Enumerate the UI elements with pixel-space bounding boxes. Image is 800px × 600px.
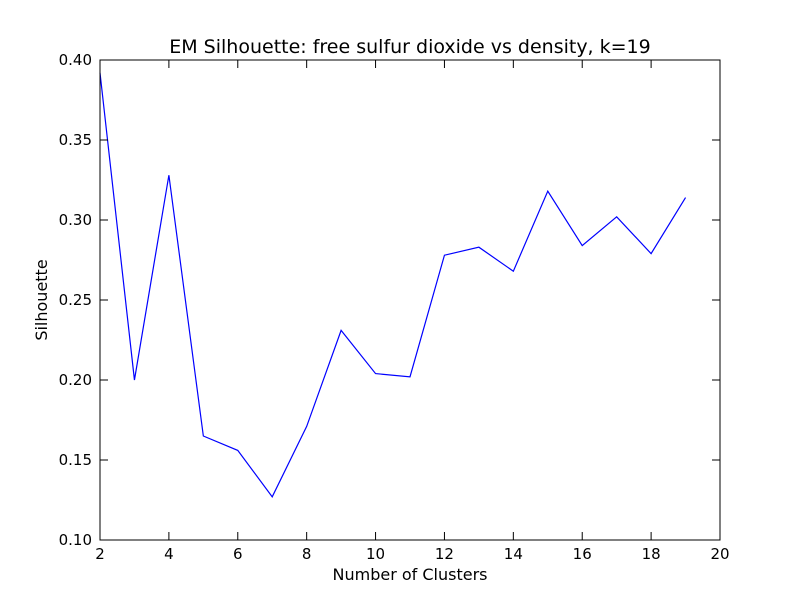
y-tick-label: 0.20 <box>59 371 92 389</box>
y-tick-label: 0.35 <box>59 131 92 149</box>
x-axis-label: Number of Clusters <box>333 565 488 584</box>
x-tick-label: 2 <box>95 545 105 563</box>
y-axis-label: Silhouette <box>32 259 51 340</box>
x-tick-label: 4 <box>164 545 174 563</box>
x-tick-label: 16 <box>573 545 592 563</box>
axes-frame <box>99 59 721 541</box>
x-tick-label: 18 <box>642 545 661 563</box>
x-tick-label: 20 <box>710 545 729 563</box>
y-tick-label: 0.30 <box>59 211 92 229</box>
y-tick-label: 0.15 <box>59 451 92 469</box>
plot-area: 2 4 6 8 10 12 14 16 18 20 0.10 0.15 0.20 0.25 0.30 0.35… <box>59 51 730 563</box>
x-tick-label: 14 <box>504 545 523 563</box>
x-tick-label: 12 <box>435 545 454 563</box>
chart-title: EM Silhouette: free sulfur dioxide vs de… <box>169 36 651 58</box>
x-tick-label: 8 <box>302 545 312 563</box>
y-tick-label: 0.25 <box>59 291 92 309</box>
y-tick-label: 0.10 <box>59 531 92 549</box>
x-tick-label: 10 <box>366 545 385 563</box>
series-line-0 <box>99 72 687 498</box>
x-tick-label: 6 <box>233 545 243 563</box>
y-tick-label: 0.40 <box>59 51 92 69</box>
